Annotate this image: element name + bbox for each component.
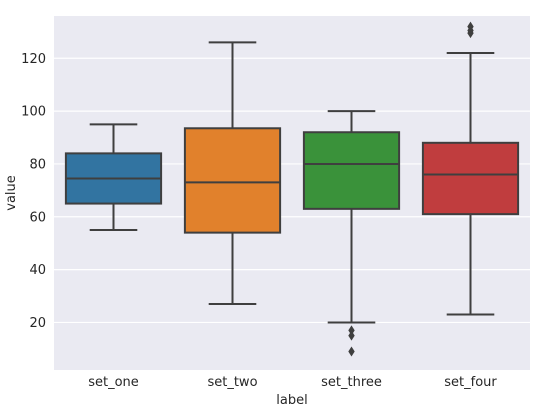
- x-axis-label: label: [276, 393, 307, 408]
- box-set_four: [421, 21, 520, 316]
- y-tick-label: 80: [29, 157, 46, 172]
- box-set_three: [302, 110, 401, 357]
- y-tick-label: 20: [29, 316, 46, 331]
- x-tick-label: set_four: [444, 375, 497, 390]
- x-tick-labels: set_one set_two set_three set_four: [88, 375, 497, 390]
- x-tick-label: set_three: [321, 375, 382, 390]
- x-tick-label: set_two: [207, 375, 257, 390]
- y-tick-label: 120: [21, 52, 46, 67]
- outlier-point: [348, 330, 355, 341]
- outlier-point: [467, 28, 474, 39]
- box-iqr: [183, 127, 282, 234]
- y-tick-labels: 20 40 60 80 100 120: [21, 52, 46, 331]
- box-iqr: [421, 141, 520, 216]
- boxes: [64, 21, 520, 357]
- box-set_two: [183, 41, 282, 305]
- y-axis-label: value: [4, 175, 19, 211]
- box-set_one: [64, 123, 163, 231]
- y-tick-label: 60: [29, 210, 46, 225]
- y-tick-label: 100: [21, 105, 46, 120]
- outlier-point: [348, 325, 355, 336]
- outlier-point: [348, 346, 355, 357]
- x-tick-label: set_one: [88, 375, 139, 390]
- y-tick-label: 40: [29, 263, 46, 278]
- box-iqr: [302, 131, 401, 210]
